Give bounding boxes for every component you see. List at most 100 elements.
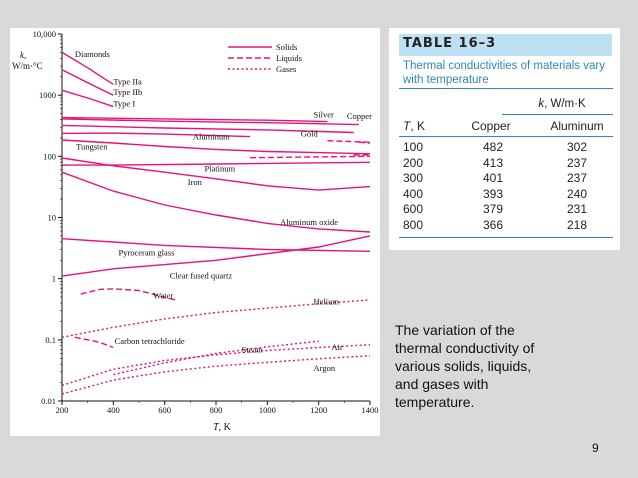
annotation-label: Helium bbox=[314, 296, 340, 306]
series-line-aluminum-oxide bbox=[61, 171, 371, 233]
annotation-label: Silver bbox=[314, 110, 334, 120]
series-line-copper-liquid bbox=[358, 141, 371, 144]
series-line-argon bbox=[61, 355, 371, 395]
table-cell-aluminum: 237 bbox=[567, 155, 588, 170]
y-axis-label: k, W/m·°C bbox=[12, 50, 43, 71]
chart-axes: 0.01 0.1 1 10 100 1000 10,000 200 400 600 800 1000 1… bbox=[33, 29, 379, 415]
table-cell-t: 300 bbox=[403, 171, 424, 186]
annotation-label: Aluminum oxide bbox=[280, 217, 338, 227]
legend-label: Liquids bbox=[276, 53, 302, 63]
series-line-steam bbox=[113, 340, 319, 376]
page-number: 9 bbox=[592, 441, 599, 455]
table-unit-rule bbox=[502, 114, 613, 115]
annotation-label: Carbon tetrachloride bbox=[115, 336, 185, 346]
series-line-pyroceram-glass bbox=[61, 238, 371, 252]
y-tick-label: 0.1 bbox=[45, 335, 56, 345]
chart-series bbox=[61, 51, 371, 395]
table-cell-aluminum: 218 bbox=[567, 217, 588, 232]
x-tick-label: 600 bbox=[158, 405, 171, 415]
series-line-type-iia bbox=[61, 51, 114, 85]
series-line-carbon-tetrachloride bbox=[74, 336, 114, 349]
series-line-silver bbox=[61, 116, 328, 123]
table-bottom-rule bbox=[399, 237, 613, 238]
series-line-silver-liquid bbox=[327, 140, 371, 143]
annotation-label: Aluminum bbox=[193, 131, 230, 141]
x-tick-label: 400 bbox=[107, 405, 120, 415]
legend-label: Gases bbox=[276, 64, 296, 74]
table-cell-copper: 482 bbox=[483, 140, 504, 154]
annotation-label: Type IIa bbox=[113, 76, 142, 86]
series-line-iron bbox=[61, 157, 371, 191]
table-row: 300 401 237 bbox=[399, 171, 613, 187]
y-tick-label: 10,000 bbox=[33, 29, 56, 39]
table-header-rule bbox=[399, 136, 613, 137]
y-tick-label: 1000 bbox=[39, 90, 56, 100]
annotation-label: Clear fused quartz bbox=[170, 271, 233, 281]
table-top-rule bbox=[399, 88, 613, 89]
chart-svg: 0.01 0.1 1 10 100 1000 10,000 200 400 600 800 1000 1… bbox=[12, 29, 379, 433]
table-cell-aluminum: 302 bbox=[567, 140, 588, 154]
annotation-label: Type I bbox=[113, 99, 135, 109]
series-line-type-iib bbox=[61, 69, 114, 96]
table-row: 600 379 231 bbox=[399, 202, 613, 218]
series-line-air bbox=[61, 344, 371, 387]
table-row: 800 366 218 bbox=[399, 218, 613, 234]
table-cell-aluminum: 240 bbox=[567, 186, 588, 201]
table-row: 400 393 240 bbox=[399, 187, 613, 203]
y-tick-label: 1 bbox=[52, 274, 56, 284]
x-tick-label: 1400 bbox=[362, 405, 379, 415]
table-col-copper: Copper bbox=[471, 119, 511, 133]
table-caption: Thermal conductivities of materials vary… bbox=[403, 60, 605, 86]
table-cell-aluminum: 231 bbox=[567, 202, 588, 217]
table-cell-t: 200 bbox=[403, 155, 424, 170]
table-unit-header: k, W/m·K bbox=[538, 98, 586, 110]
series-line-aluminum bbox=[61, 132, 251, 138]
table-cell-t: 600 bbox=[403, 202, 424, 217]
series-line-platinum bbox=[62, 161, 371, 166]
annotation-label: Pyroceram glass bbox=[118, 247, 174, 257]
table-body: 100 482 302 200 413 237 300 401 237 400 393 240 600 3… bbox=[399, 140, 613, 234]
table-title: TABLE 16–3 bbox=[403, 36, 497, 51]
table-cell-copper: 379 bbox=[483, 202, 504, 217]
annotation-label: Tungsten bbox=[76, 141, 108, 151]
series-line-water bbox=[80, 288, 176, 301]
annotation-label: Water bbox=[153, 291, 173, 301]
table-cell-aluminum: 237 bbox=[567, 171, 588, 186]
y-tick-label: 10 bbox=[48, 213, 57, 223]
x-tick-label: 200 bbox=[56, 405, 69, 415]
table-cell-t: 100 bbox=[403, 140, 424, 154]
x-axis-label: T, K bbox=[213, 422, 232, 433]
table-col-t: T, K bbox=[403, 119, 426, 133]
series-line-clear-fused-quartz bbox=[61, 235, 371, 277]
table-cell-copper: 413 bbox=[483, 155, 504, 170]
annotation-label: Platinum bbox=[204, 164, 235, 174]
series-line-aluminum-liquid bbox=[250, 155, 371, 159]
annotation-label: Gold bbox=[301, 129, 319, 139]
table-col-aluminum: Aluminum bbox=[550, 119, 604, 133]
table-cell-copper: 393 bbox=[483, 186, 504, 201]
thermal-conductivity-chart: 0.01 0.1 1 10 100 1000 10,000 200 400 600 800 1000 1… bbox=[10, 28, 380, 436]
annotation-label: Air bbox=[332, 342, 344, 352]
annotation-label: Iron bbox=[188, 177, 203, 187]
annotation-label: Argon bbox=[314, 363, 336, 373]
annotation-label: Copper bbox=[347, 111, 372, 121]
slide-description: The variation of the thermal conductivit… bbox=[395, 322, 535, 410]
series-line-type-i bbox=[61, 89, 114, 108]
x-tick-label: 1000 bbox=[259, 405, 276, 415]
thermal-conductivity-table: TABLE 16–3 Thermal conductivities of mat… bbox=[389, 28, 620, 250]
y-tick-label: 100 bbox=[43, 151, 56, 161]
series-line-gold bbox=[61, 124, 354, 134]
annotation-label: Steam bbox=[242, 345, 264, 355]
table-cell-t: 800 bbox=[403, 217, 424, 232]
table-cell-copper: 366 bbox=[483, 217, 504, 232]
x-tick-label: 800 bbox=[210, 405, 223, 415]
table-title-badge bbox=[399, 34, 612, 56]
series-line-copper bbox=[61, 118, 359, 126]
y-tick-label: 0.01 bbox=[41, 396, 56, 406]
table-cell-copper: 401 bbox=[483, 171, 504, 186]
series-line-tungsten bbox=[61, 139, 371, 155]
annotation-label: Type IIb bbox=[113, 87, 142, 97]
